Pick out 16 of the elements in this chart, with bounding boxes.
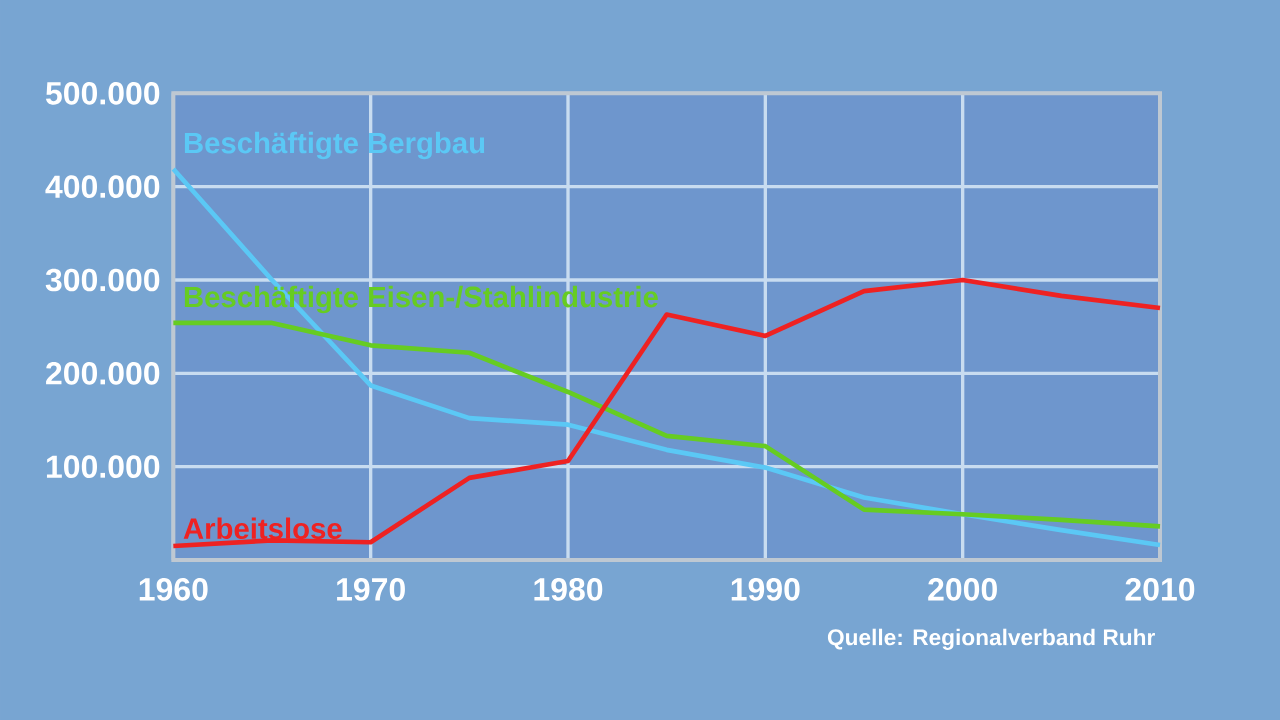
line-series	[171, 166, 1163, 548]
source-note: Quelle: Regionalverband Ruhr	[827, 628, 1155, 650]
x-tick-label: 1960	[139, 578, 208, 601]
y-tick-label: 500.000	[45, 82, 160, 105]
y-tick-label: 400.000	[45, 175, 160, 198]
x-tick-label: 2010	[1125, 578, 1195, 601]
x-tick-label: 1970	[337, 578, 405, 601]
y-tick-label: 300.000	[45, 268, 160, 292]
x-tick-label: 1980	[534, 578, 603, 601]
series-label: Beschäftigte Eisen-/Stahlindustrie	[184, 285, 658, 314]
x-tick-label: 1990	[731, 578, 800, 601]
y-tick-label: 200.000	[46, 362, 160, 385]
line-series	[171, 277, 1163, 549]
y-tick-label: 100.000	[46, 455, 160, 478]
x-tick-label: 2000	[928, 578, 997, 601]
series-label: Arbeitslose	[183, 517, 342, 540]
